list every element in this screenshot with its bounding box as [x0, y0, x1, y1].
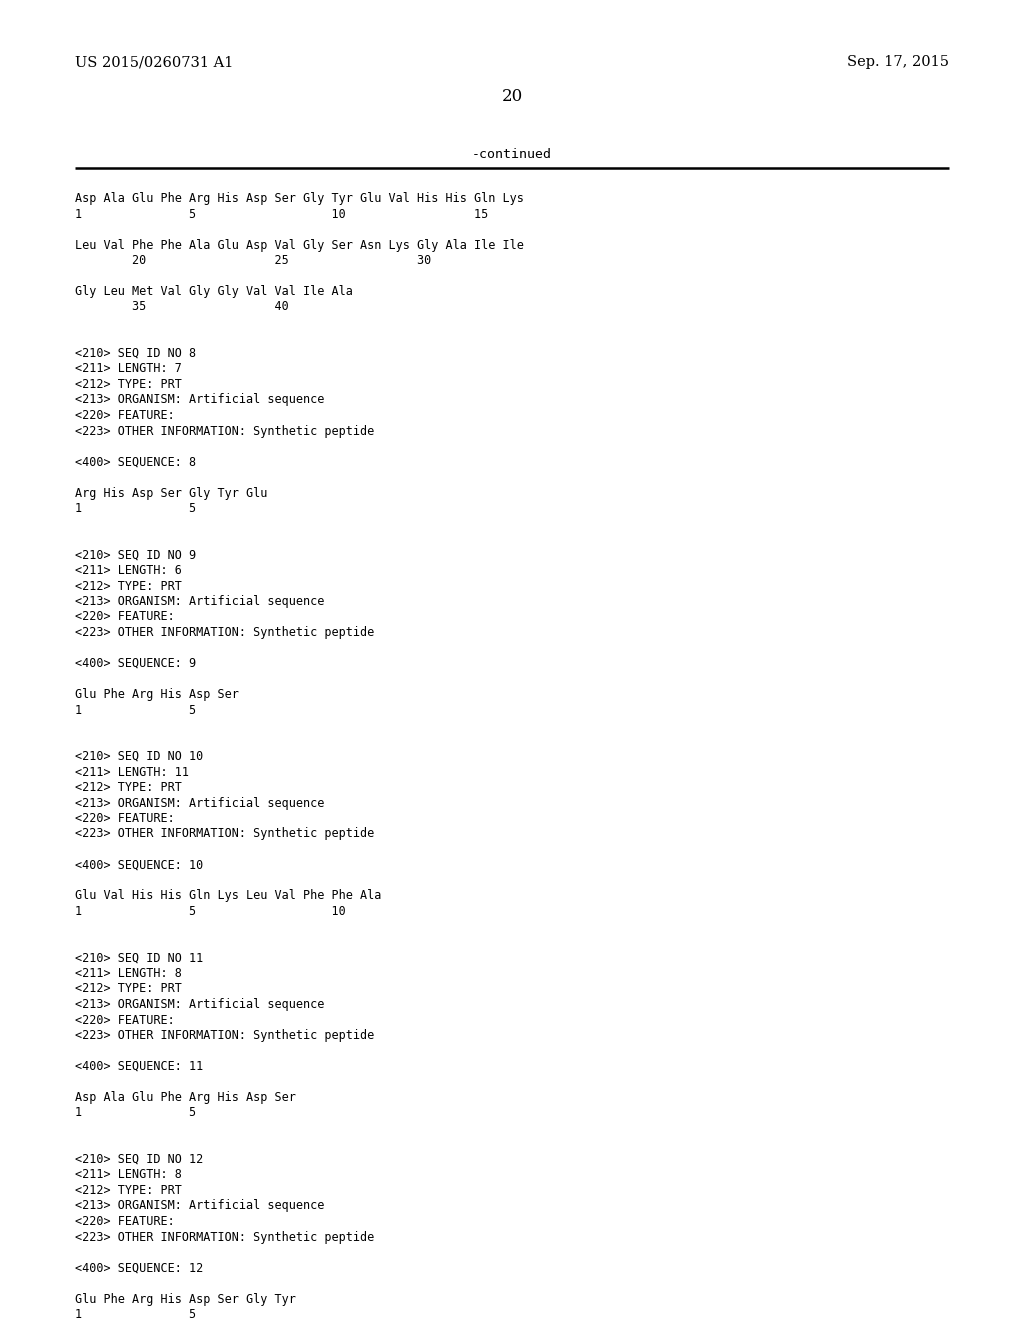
Text: Arg His Asp Ser Gly Tyr Glu: Arg His Asp Ser Gly Tyr Glu: [75, 487, 267, 499]
Text: Glu Phe Arg His Asp Ser: Glu Phe Arg His Asp Ser: [75, 688, 239, 701]
Text: 1               5: 1 5: [75, 1106, 197, 1119]
Text: <223> OTHER INFORMATION: Synthetic peptide: <223> OTHER INFORMATION: Synthetic pepti…: [75, 1230, 374, 1243]
Text: <220> FEATURE:: <220> FEATURE:: [75, 1014, 175, 1027]
Text: Asp Ala Glu Phe Arg His Asp Ser: Asp Ala Glu Phe Arg His Asp Ser: [75, 1092, 296, 1104]
Text: 1               5: 1 5: [75, 704, 197, 717]
Text: <211> LENGTH: 7: <211> LENGTH: 7: [75, 363, 182, 375]
Text: <211> LENGTH: 8: <211> LENGTH: 8: [75, 968, 182, 979]
Text: <213> ORGANISM: Artificial sequence: <213> ORGANISM: Artificial sequence: [75, 796, 325, 809]
Text: Glu Val His His Gln Lys Leu Val Phe Phe Ala: Glu Val His His Gln Lys Leu Val Phe Phe …: [75, 890, 381, 903]
Text: <220> FEATURE:: <220> FEATURE:: [75, 610, 175, 623]
Text: <212> TYPE: PRT: <212> TYPE: PRT: [75, 982, 182, 995]
Text: US 2015/0260731 A1: US 2015/0260731 A1: [75, 55, 233, 69]
Text: <211> LENGTH: 11: <211> LENGTH: 11: [75, 766, 189, 779]
Text: <211> LENGTH: 6: <211> LENGTH: 6: [75, 564, 182, 577]
Text: Asp Ala Glu Phe Arg His Asp Ser Gly Tyr Glu Val His His Gln Lys: Asp Ala Glu Phe Arg His Asp Ser Gly Tyr …: [75, 191, 524, 205]
Text: <223> OTHER INFORMATION: Synthetic peptide: <223> OTHER INFORMATION: Synthetic pepti…: [75, 828, 374, 841]
Text: <210> SEQ ID NO 11: <210> SEQ ID NO 11: [75, 952, 203, 965]
Text: 20: 20: [502, 88, 522, 106]
Text: <210> SEQ ID NO 10: <210> SEQ ID NO 10: [75, 750, 203, 763]
Text: -continued: -continued: [472, 148, 552, 161]
Text: <220> FEATURE:: <220> FEATURE:: [75, 409, 175, 422]
Text: 1               5                   10                  15: 1 5 10 15: [75, 207, 488, 220]
Text: Gly Leu Met Val Gly Gly Val Val Ile Ala: Gly Leu Met Val Gly Gly Val Val Ile Ala: [75, 285, 353, 298]
Text: <223> OTHER INFORMATION: Synthetic peptide: <223> OTHER INFORMATION: Synthetic pepti…: [75, 425, 374, 437]
Text: <213> ORGANISM: Artificial sequence: <213> ORGANISM: Artificial sequence: [75, 393, 325, 407]
Text: <213> ORGANISM: Artificial sequence: <213> ORGANISM: Artificial sequence: [75, 998, 325, 1011]
Text: <400> SEQUENCE: 11: <400> SEQUENCE: 11: [75, 1060, 203, 1073]
Text: 20                  25                  30: 20 25 30: [75, 253, 431, 267]
Text: <210> SEQ ID NO 9: <210> SEQ ID NO 9: [75, 549, 197, 561]
Text: Sep. 17, 2015: Sep. 17, 2015: [847, 55, 949, 69]
Text: <210> SEQ ID NO 12: <210> SEQ ID NO 12: [75, 1152, 203, 1166]
Text: <220> FEATURE:: <220> FEATURE:: [75, 812, 175, 825]
Text: Leu Val Phe Phe Ala Glu Asp Val Gly Ser Asn Lys Gly Ala Ile Ile: Leu Val Phe Phe Ala Glu Asp Val Gly Ser …: [75, 239, 524, 252]
Text: <400> SEQUENCE: 10: <400> SEQUENCE: 10: [75, 858, 203, 871]
Text: <212> TYPE: PRT: <212> TYPE: PRT: [75, 378, 182, 391]
Text: <223> OTHER INFORMATION: Synthetic peptide: <223> OTHER INFORMATION: Synthetic pepti…: [75, 626, 374, 639]
Text: <213> ORGANISM: Artificial sequence: <213> ORGANISM: Artificial sequence: [75, 1200, 325, 1213]
Text: 1               5: 1 5: [75, 502, 197, 515]
Text: <220> FEATURE:: <220> FEATURE:: [75, 1214, 175, 1228]
Text: 1               5                   10: 1 5 10: [75, 906, 346, 917]
Text: <211> LENGTH: 8: <211> LENGTH: 8: [75, 1168, 182, 1181]
Text: 1               5: 1 5: [75, 1308, 197, 1320]
Text: <400> SEQUENCE: 9: <400> SEQUENCE: 9: [75, 657, 197, 671]
Text: <212> TYPE: PRT: <212> TYPE: PRT: [75, 781, 182, 795]
Text: <400> SEQUENCE: 12: <400> SEQUENCE: 12: [75, 1262, 203, 1275]
Text: <223> OTHER INFORMATION: Synthetic peptide: <223> OTHER INFORMATION: Synthetic pepti…: [75, 1030, 374, 1041]
Text: <212> TYPE: PRT: <212> TYPE: PRT: [75, 1184, 182, 1197]
Text: <400> SEQUENCE: 8: <400> SEQUENCE: 8: [75, 455, 197, 469]
Text: <210> SEQ ID NO 8: <210> SEQ ID NO 8: [75, 347, 197, 360]
Text: <212> TYPE: PRT: <212> TYPE: PRT: [75, 579, 182, 593]
Text: <213> ORGANISM: Artificial sequence: <213> ORGANISM: Artificial sequence: [75, 595, 325, 609]
Text: 35                  40: 35 40: [75, 301, 289, 314]
Text: Glu Phe Arg His Asp Ser Gly Tyr: Glu Phe Arg His Asp Ser Gly Tyr: [75, 1292, 296, 1305]
